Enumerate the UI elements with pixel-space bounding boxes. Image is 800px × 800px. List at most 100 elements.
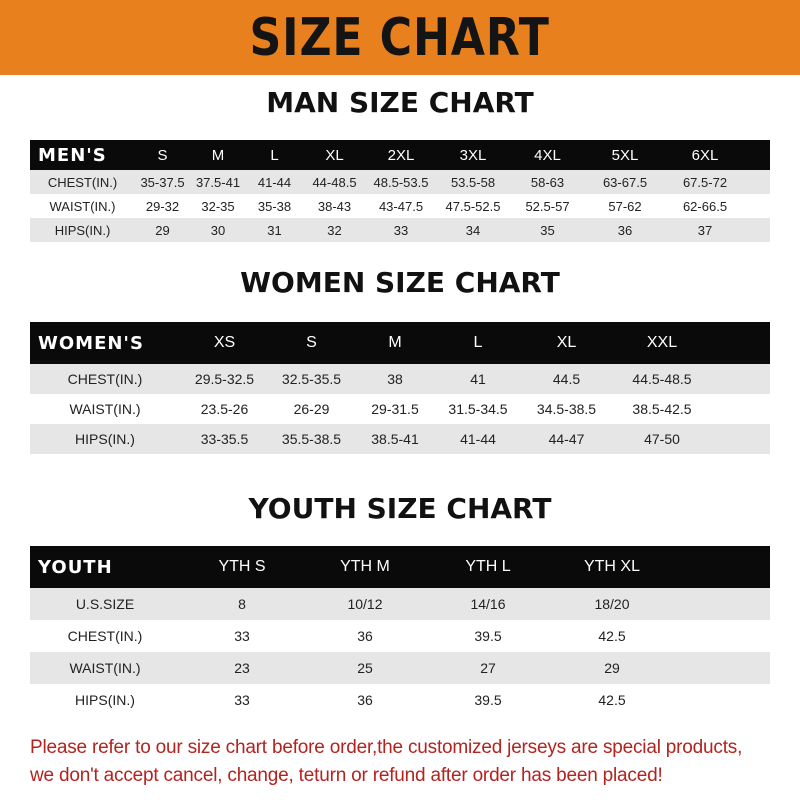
table-cell: 29.5-32.5 (194, 371, 255, 387)
table-cell: 63-67.5 (602, 174, 648, 190)
row-label: U.S.SIZE (75, 596, 135, 612)
table-cell: 6XL (691, 146, 719, 164)
table-cell: XXL (646, 334, 678, 351)
table-row: CHEST(IN.) 33 36 39.5 42.5 (30, 620, 770, 652)
table-cell: 41 (470, 371, 486, 387)
table-cell: 38.5-42.5 (632, 401, 692, 417)
table-cell: 35.5-38.5 (281, 431, 342, 447)
table-cell: 33 (393, 222, 409, 238)
table-cell: 23 (234, 660, 250, 676)
table-cell: 29 (604, 660, 620, 676)
table-cell: M (211, 146, 225, 164)
table-cell: M (388, 334, 402, 351)
table-cell: 32 (327, 222, 342, 238)
table-cell: S (306, 334, 317, 351)
table-cell: 36 (357, 628, 373, 644)
row-label: WAIST(IN.) (69, 401, 141, 417)
order-notice: Please refer to our size chart before or… (30, 734, 790, 790)
table-cell: 32-35 (201, 198, 235, 214)
table-cell: 48.5-53.5 (373, 174, 429, 190)
table-cell: 39.5 (474, 628, 502, 644)
table-cell: 47.5-52.5 (445, 198, 501, 214)
table-cell: 42.5 (598, 628, 626, 644)
table-header-row: YOUTH YTH S YTH M YTH L YTH XL (30, 546, 770, 588)
table-cell: YTH XL (583, 558, 640, 575)
banner-title: SIZE CHART (249, 7, 551, 68)
table-cell: 37 (697, 222, 713, 238)
table-cell: 37.5-41 (195, 174, 241, 190)
table-cell: 8 (238, 596, 246, 612)
table-row: WAIST(IN.) 23.5-26 26-29 29-31.5 31.5-34.5 34… (30, 394, 770, 424)
youth-size-table: YOUTH YTH S YTH M YTH L YTH XL U.S.SIZE 8 10/12… (30, 546, 770, 716)
table-cell: 35-37.5 (140, 174, 185, 190)
table-cell: 33 (234, 692, 250, 708)
notice-line-1: Please refer to our size chart before or… (30, 737, 743, 758)
size-chart-banner: SIZE CHART (0, 0, 800, 75)
row-label: HIPS(IN.) (75, 431, 135, 447)
table-cell: 52.5-57 (525, 198, 570, 214)
table-cell: YTH L (465, 558, 511, 575)
table-cell: YTH S (218, 558, 266, 575)
table-cell: 34.5-38.5 (536, 401, 597, 417)
table-cell: 53.5-58 (450, 174, 496, 190)
table-cell: 23.5-26 (200, 401, 249, 417)
table-cell: 33 (234, 628, 250, 644)
row-label: HIPS(IN.) (75, 692, 135, 708)
table-cell: 29-32 (145, 198, 180, 214)
table-cell: 29-31.5 (371, 401, 419, 417)
table-cell: 57-62 (608, 198, 642, 214)
table-cell: 38.5-41 (371, 431, 419, 447)
table-cell: 18/20 (594, 596, 630, 612)
table-cell: 14/16 (470, 596, 506, 612)
men-chart-title: MAN SIZE CHART (266, 86, 534, 119)
table-cell: 41-44 (257, 174, 292, 190)
table-cell: 38 (387, 371, 403, 387)
table-cell: 10/12 (347, 596, 383, 612)
table-cell: 47-50 (644, 431, 680, 447)
row-label: MEN'S (38, 144, 107, 166)
table-header-row: WOMEN'S XS S M L XL XXL (30, 322, 770, 364)
table-cell: 29 (155, 222, 170, 238)
table-row: CHEST(IN.) 35-37.5 37.5-41 41-44 44-48.5 48.5… (30, 170, 770, 194)
table-row: U.S.SIZE 8 10/12 14/16 18/20 (30, 588, 770, 620)
table-cell: 27 (480, 660, 496, 676)
row-label: WAIST(IN.) (49, 198, 116, 214)
table-cell: 31.5-34.5 (448, 401, 508, 417)
table-cell: L (473, 334, 483, 351)
table-cell: 38-43 (317, 198, 352, 214)
table-cell: XL (556, 334, 577, 351)
table-cell: 32.5-35.5 (281, 371, 342, 387)
table-cell: 25 (357, 660, 373, 676)
table-cell: 35-38 (257, 198, 292, 214)
table-row: HIPS(IN.) 33-35.5 35.5-38.5 38.5-41 41-44 44-… (30, 424, 770, 454)
table-cell: 67.5-72 (682, 174, 728, 190)
table-cell: 43-47.5 (378, 198, 424, 214)
table-row: CHEST(IN.) 29.5-32.5 32.5-35.5 38 41 44.5 44.5… (30, 364, 770, 394)
table-cell: 62-66.5 (682, 198, 728, 214)
table-row: WAIST(IN.) 23 25 27 29 (30, 652, 770, 684)
table-row: HIPS(IN.) 29 30 31 32 33 34 35 36 37 (30, 218, 770, 242)
table-cell: 58-63 (530, 174, 565, 190)
table-cell: L (270, 146, 279, 164)
row-label: CHEST(IN.) (67, 371, 143, 387)
table-cell: 39.5 (474, 692, 502, 708)
row-label: CHEST(IN.) (47, 174, 118, 190)
table-cell: 3XL (459, 146, 487, 164)
table-cell: 35 (540, 222, 555, 238)
table-cell: 30 (210, 222, 226, 238)
table-header-row: MEN'S S M L XL 2XL 3XL 4XL 5XL 6XL (30, 140, 770, 170)
table-cell: 34 (465, 222, 481, 238)
table-cell: 31 (267, 222, 282, 238)
table-cell: 5XL (611, 146, 639, 164)
table-cell: 4XL (534, 146, 561, 164)
table-cell: 44-47 (548, 431, 585, 447)
women-size-table: WOMEN'S XS S M L XL XXL CHEST(IN.) 29.5-32.5 32.5… (30, 322, 770, 454)
table-cell: 42.5 (598, 692, 626, 708)
table-cell: S (157, 146, 168, 164)
table-cell: 33-35.5 (200, 431, 249, 447)
row-label: HIPS(IN.) (54, 222, 111, 238)
row-label: WOMEN'S (38, 332, 144, 354)
table-cell: 44.5-48.5 (632, 371, 692, 387)
row-label: WAIST(IN.) (69, 660, 141, 676)
row-label: YOUTH (38, 556, 113, 578)
